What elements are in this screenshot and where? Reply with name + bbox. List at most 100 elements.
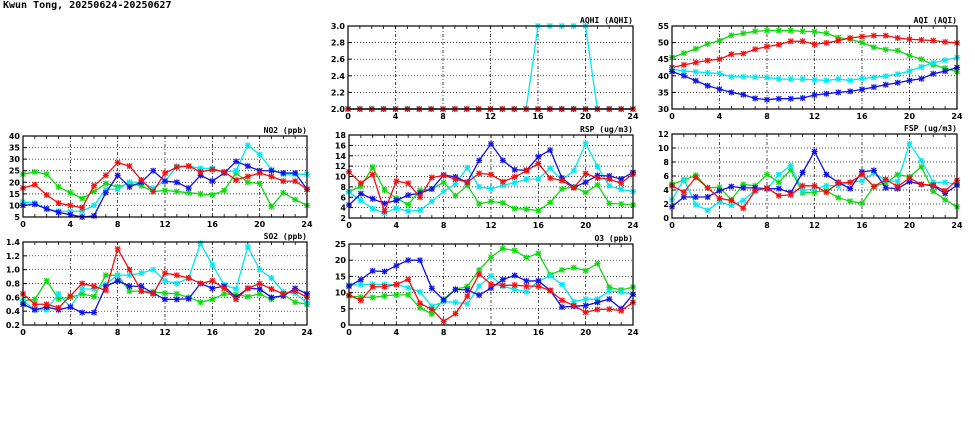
data-point <box>906 77 913 84</box>
data-point <box>102 287 109 294</box>
data-point <box>162 296 168 303</box>
y-tick-label: 0.2 <box>6 321 20 330</box>
data-point <box>138 283 145 290</box>
data-point <box>799 169 806 176</box>
data-point <box>268 173 275 180</box>
data-point <box>162 187 168 194</box>
data-point <box>859 39 865 46</box>
data-point <box>594 181 601 188</box>
data-point <box>582 267 589 274</box>
data-point <box>197 168 204 175</box>
y-tick-label: 10 <box>658 144 670 153</box>
data-point <box>126 288 133 295</box>
data-point <box>417 257 423 264</box>
data-point <box>582 170 589 177</box>
data-point <box>357 197 364 204</box>
data-point <box>67 211 74 218</box>
data-point <box>547 272 554 279</box>
data-point <box>811 92 818 99</box>
data-point <box>930 37 937 44</box>
data-point <box>799 182 806 189</box>
data-point <box>704 194 711 200</box>
data-point <box>185 163 192 170</box>
x-tick-label: 4 <box>717 112 723 121</box>
y-tick-label: 40 <box>658 72 670 81</box>
data-point <box>114 277 121 284</box>
data-point <box>511 205 518 212</box>
data-point <box>102 172 109 179</box>
y-tick-label: 0 <box>340 321 346 330</box>
data-point <box>570 302 577 309</box>
data-point <box>209 296 216 303</box>
data-point <box>102 180 109 187</box>
data-point <box>942 179 949 186</box>
data-point <box>680 189 687 196</box>
chart-aqhi: AQHI (AQHI) 2.0 2.2 2.4 2.6 2.8 3.0 0 4 8 12 16 20 24 <box>331 16 639 121</box>
data-point <box>185 185 192 192</box>
data-point <box>618 307 625 314</box>
data-point <box>594 175 601 182</box>
data-point <box>499 199 506 206</box>
data-point <box>618 200 625 207</box>
data-point <box>357 276 364 283</box>
x-tick-label: 4 <box>394 221 400 230</box>
data-point <box>150 188 157 195</box>
data-point <box>79 204 86 211</box>
x-tick-label: 0 <box>669 112 675 121</box>
x-tick-label: 0 <box>346 221 352 230</box>
data-point <box>292 288 299 295</box>
data-point <box>55 304 62 311</box>
x-tick-label: 12 <box>159 328 170 337</box>
data-point <box>704 40 711 47</box>
x-tick-label: 12 <box>809 221 820 230</box>
data-point <box>499 276 506 283</box>
data-point <box>740 73 747 80</box>
data-point <box>870 167 877 174</box>
data-point <box>114 159 121 166</box>
data-point <box>292 196 299 203</box>
x-tick-label: 24 <box>627 221 639 230</box>
data-point <box>126 183 133 190</box>
data-point <box>728 51 735 58</box>
data-point <box>775 95 782 102</box>
y-tick-label: 15 <box>9 190 21 199</box>
data-point <box>55 183 62 190</box>
x-tick-label: 20 <box>254 328 266 337</box>
x-tick-label: 24 <box>627 328 639 337</box>
data-point <box>787 162 794 169</box>
data-point <box>369 267 376 274</box>
data-point <box>594 260 601 267</box>
x-tick-label: 20 <box>580 328 592 337</box>
data-point <box>476 157 483 164</box>
y-tick-label: 2.0 <box>331 105 346 114</box>
data-point <box>79 280 86 287</box>
data-point <box>67 208 74 215</box>
data-point <box>704 207 711 214</box>
data-point <box>67 304 74 311</box>
x-tick-label: 8 <box>764 112 770 121</box>
data-point <box>357 297 364 304</box>
data-point <box>775 27 782 34</box>
data-point <box>618 288 625 295</box>
data-point <box>268 203 275 210</box>
data-point <box>728 183 735 190</box>
data-point <box>764 74 770 81</box>
data-point <box>547 165 554 172</box>
data-point <box>728 32 735 39</box>
data-point <box>233 296 239 303</box>
data-point <box>894 171 901 178</box>
data-point <box>847 185 854 192</box>
data-point <box>185 295 192 302</box>
data-point <box>381 292 388 299</box>
plot-frame <box>22 135 308 218</box>
data-point <box>716 56 723 63</box>
data-point <box>452 176 459 183</box>
data-point <box>930 59 937 66</box>
data-point <box>197 165 204 172</box>
data-point <box>393 197 400 204</box>
data-point <box>582 189 589 196</box>
data-point <box>594 306 601 313</box>
data-point <box>775 192 782 199</box>
data-point <box>197 240 204 247</box>
data-point <box>906 36 913 43</box>
